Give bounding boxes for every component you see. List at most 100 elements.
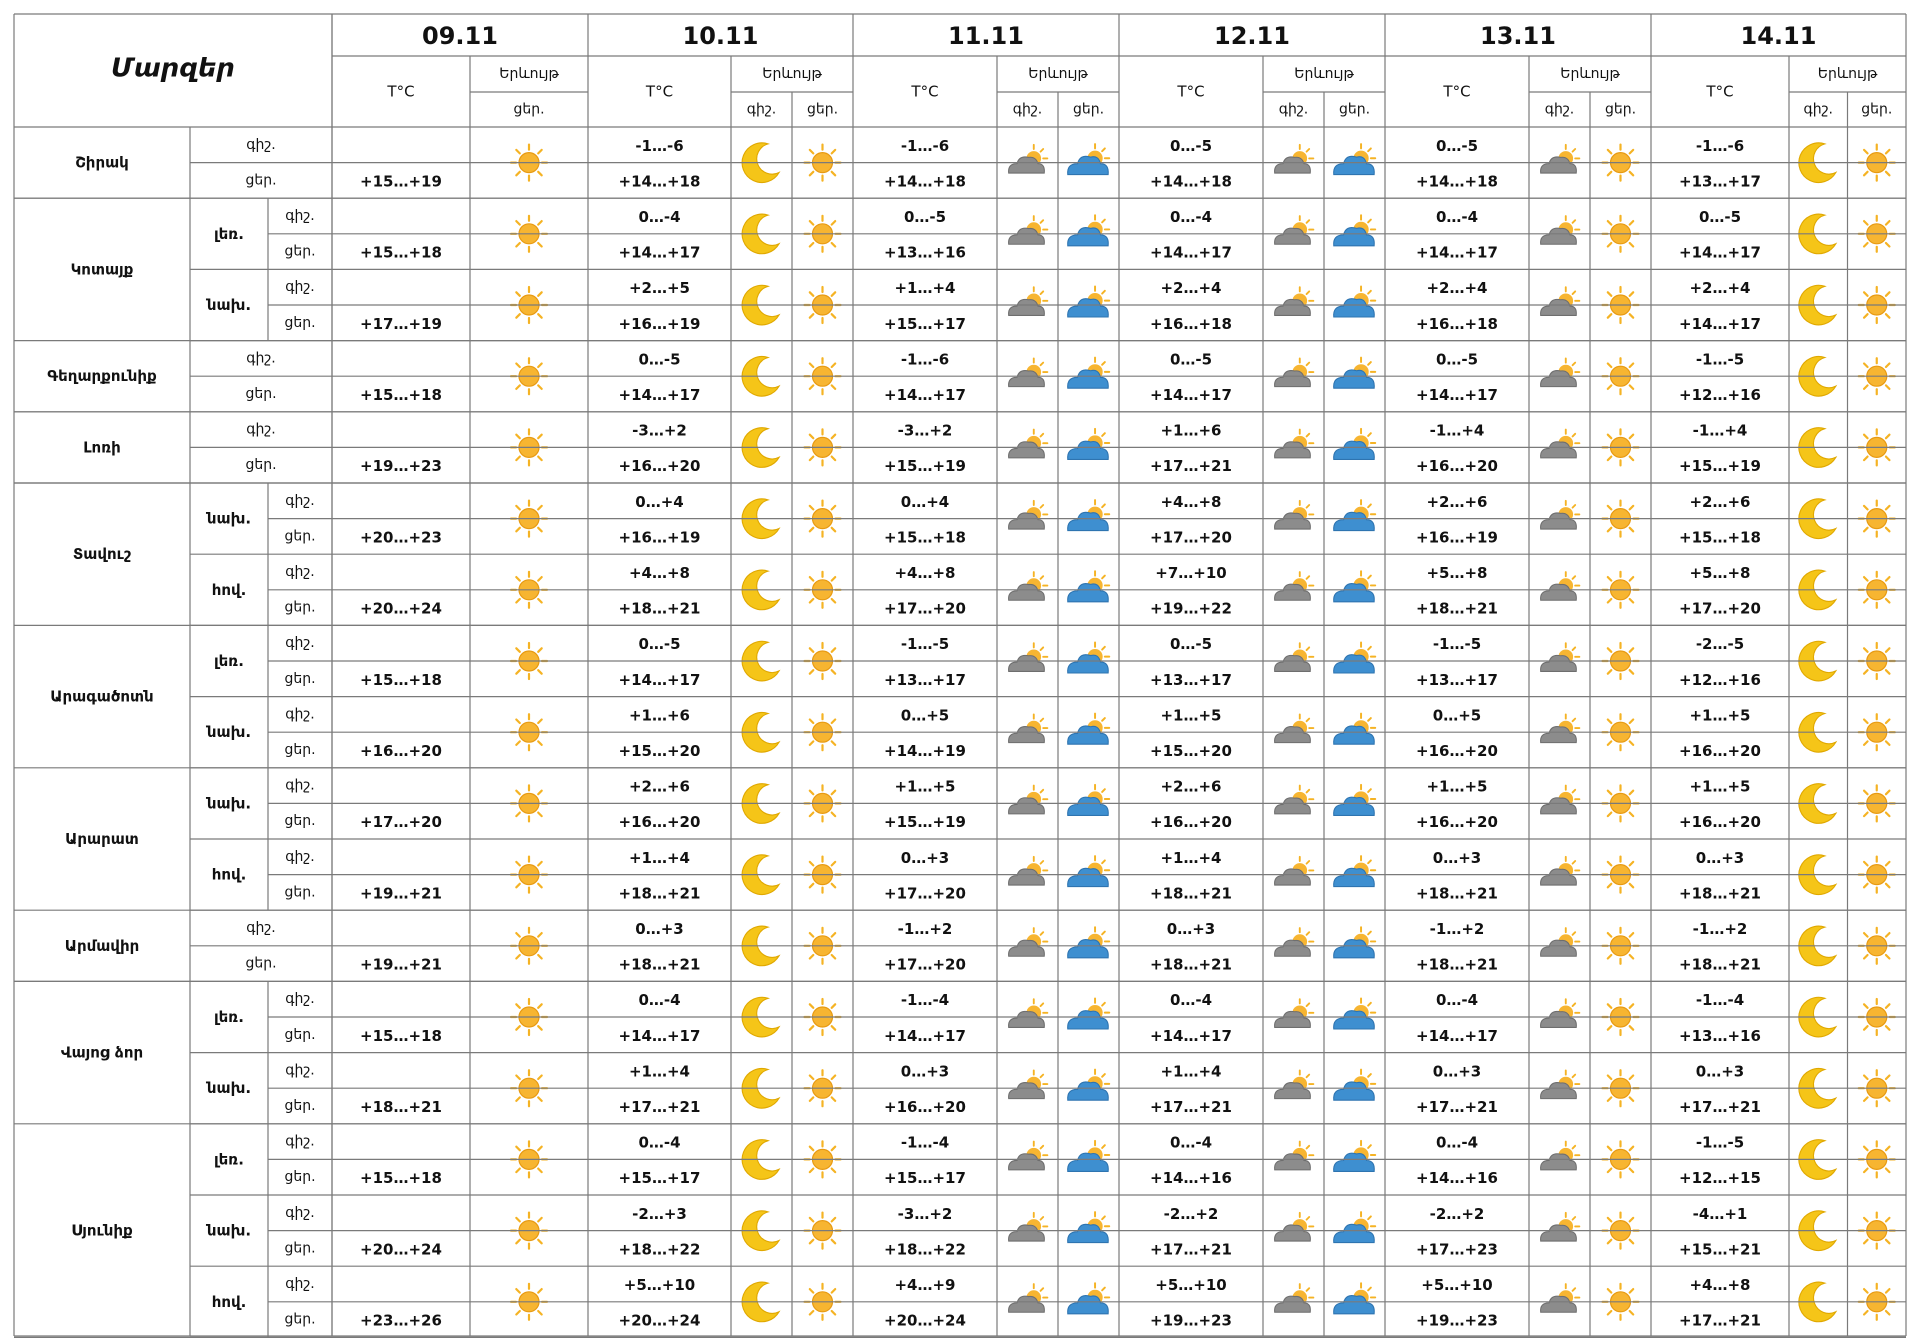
phenomenon-night-label: գիշ. bbox=[1279, 102, 1309, 118]
temp-label: T°C bbox=[645, 83, 673, 101]
phenomenon-label: Երևույթ bbox=[1560, 66, 1620, 82]
blue-cloud-sun-icon bbox=[1332, 1210, 1377, 1244]
gray-cloud-sun-icon bbox=[1273, 998, 1315, 1029]
night-temp: +5…+10 bbox=[624, 1276, 695, 1294]
region-name: Կոտայք bbox=[71, 260, 134, 278]
gray-cloud-sun-icon bbox=[1007, 1282, 1049, 1314]
day-temp: +17…+20 bbox=[884, 956, 966, 974]
night-temp: +4…+8 bbox=[1160, 493, 1221, 511]
gray-cloud-sun-icon bbox=[1007, 855, 1049, 887]
gray-cloud-sun-icon bbox=[1273, 357, 1315, 388]
row-night-label: գիշ. bbox=[285, 1062, 315, 1078]
day-temp: +14…+17 bbox=[884, 386, 966, 404]
night-temp: -1…+2 bbox=[898, 920, 953, 938]
blue-cloud-sun-icon bbox=[1066, 854, 1111, 888]
day-temp: +14…+17 bbox=[619, 386, 701, 404]
region-name: Արարատ bbox=[65, 830, 139, 848]
subzone-label: նախ. bbox=[206, 723, 251, 741]
day-temp: +12…+16 bbox=[1679, 386, 1761, 404]
night-temp: 0…+3 bbox=[1167, 920, 1215, 938]
row-night-label: գիշ. bbox=[285, 849, 315, 865]
night-temp: +5…+10 bbox=[1155, 1276, 1226, 1294]
night-temp: +4…+9 bbox=[894, 1276, 955, 1294]
row-day-label: ցեր. bbox=[245, 386, 276, 402]
subzone-label: լեռ. bbox=[214, 225, 244, 243]
day-temp: +20…+24 bbox=[884, 1312, 966, 1330]
day-temp: +19…+23 bbox=[1416, 1312, 1498, 1330]
day-temp: +15…+20 bbox=[1150, 742, 1232, 760]
day-temp: +18…+21 bbox=[1150, 884, 1232, 902]
row-night-label: գիշ. bbox=[285, 1134, 315, 1150]
night-temp: +2…+4 bbox=[1426, 279, 1487, 297]
day-temp: +14…+17 bbox=[1416, 1027, 1498, 1045]
row-day-label: ցեր. bbox=[245, 172, 276, 188]
night-temp: +5…+8 bbox=[1689, 564, 1750, 582]
night-temp: 0…-5 bbox=[638, 635, 680, 653]
day-temp: +14…+18 bbox=[884, 172, 966, 190]
subzone-label: նախ. bbox=[206, 296, 251, 314]
night-temp: +4…+8 bbox=[894, 564, 955, 582]
night-temp: 0…-5 bbox=[1170, 635, 1212, 653]
blue-cloud-sun-icon bbox=[1066, 1282, 1111, 1315]
date-header: 13.11 bbox=[1480, 22, 1556, 50]
subzone-label: լեռ. bbox=[214, 1008, 244, 1026]
blue-cloud-sun-icon bbox=[1066, 427, 1111, 461]
row-night-label: գիշ. bbox=[285, 493, 315, 509]
night-temp: 0…+5 bbox=[901, 706, 949, 724]
day-temp: +17…+20 bbox=[1150, 528, 1232, 546]
region-name: Արագածոտն bbox=[50, 688, 153, 706]
gray-cloud-sun-icon bbox=[1539, 1282, 1581, 1314]
night-temp: +5…+8 bbox=[1426, 564, 1487, 582]
day-temp: +18…+22 bbox=[619, 1240, 701, 1258]
phenomenon-day-label: ցեր. bbox=[1339, 102, 1370, 118]
date-header: 10.11 bbox=[683, 22, 759, 50]
night-temp: 0…+3 bbox=[1696, 849, 1744, 867]
night-temp: +2…+4 bbox=[1160, 279, 1221, 297]
night-temp: 0…+3 bbox=[901, 1062, 949, 1080]
night-temp: -1…-5 bbox=[1696, 1134, 1744, 1152]
gray-cloud-sun-icon bbox=[1273, 1069, 1315, 1100]
row-night-label: գիշ. bbox=[285, 1205, 315, 1221]
region-name: Արմավիր bbox=[65, 937, 139, 955]
blue-cloud-sun-icon bbox=[1332, 142, 1377, 176]
night-temp: +1…+5 bbox=[1160, 706, 1221, 724]
row-day-label: ցեր. bbox=[284, 528, 315, 544]
day-temp: +15…+19 bbox=[1679, 457, 1761, 475]
gray-cloud-sun-icon bbox=[1539, 286, 1581, 317]
night-temp: 0…+3 bbox=[635, 920, 683, 938]
temp-label: T°C bbox=[910, 83, 938, 101]
day-temp: +16…+20 bbox=[360, 742, 442, 760]
gray-cloud-sun-icon bbox=[1007, 428, 1049, 459]
phenomenon-day-label: ցեր. bbox=[1861, 102, 1892, 118]
night-temp: +2…+5 bbox=[629, 279, 690, 297]
date-header: 12.11 bbox=[1214, 22, 1290, 50]
night-temp: -1…-6 bbox=[901, 350, 949, 368]
gray-cloud-sun-icon bbox=[1539, 784, 1581, 815]
day-temp: +15…+17 bbox=[884, 1169, 966, 1187]
day-temp: +14…+17 bbox=[1150, 386, 1232, 404]
day-temp: +15…+18 bbox=[360, 1027, 442, 1045]
region-name: Գեղարքունիք bbox=[47, 367, 157, 385]
day-temp: +16…+20 bbox=[1416, 813, 1498, 831]
night-temp: -2…-5 bbox=[1696, 635, 1744, 653]
day-temp: +17…+21 bbox=[1150, 1098, 1232, 1116]
row-night-label: գիշ. bbox=[285, 208, 315, 224]
phenomenon-day-label: ցեր. bbox=[807, 102, 838, 118]
blue-cloud-sun-icon bbox=[1066, 1068, 1111, 1102]
day-temp: +15…+18 bbox=[360, 671, 442, 689]
day-temp: +16…+18 bbox=[1150, 315, 1232, 333]
day-temp: +14…+17 bbox=[1679, 244, 1761, 262]
night-temp: -1…-5 bbox=[1696, 350, 1744, 368]
day-temp: +18…+21 bbox=[619, 884, 701, 902]
day-temp: +15…+19 bbox=[884, 813, 966, 831]
row-day-label: ցեր. bbox=[245, 457, 276, 473]
row-day-label: ցեր. bbox=[284, 1098, 315, 1114]
blue-cloud-sun-icon bbox=[1066, 142, 1111, 176]
row-day-label: ցեր. bbox=[284, 315, 315, 331]
gray-cloud-sun-icon bbox=[1007, 998, 1049, 1029]
gray-cloud-sun-icon bbox=[1273, 570, 1315, 602]
night-temp: 0…-5 bbox=[904, 208, 946, 226]
gray-cloud-sun-icon bbox=[1273, 642, 1315, 673]
blue-cloud-sun-icon bbox=[1066, 712, 1111, 746]
phenomenon-label: Երևույթ bbox=[762, 66, 822, 82]
